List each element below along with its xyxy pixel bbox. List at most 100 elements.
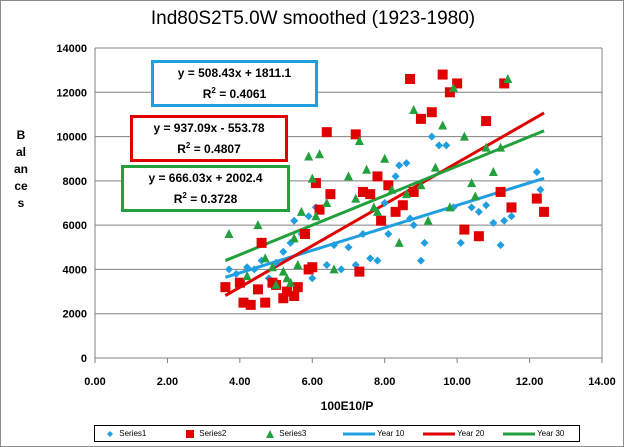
data-point — [481, 142, 491, 152]
data-point — [238, 297, 249, 308]
triangle-marker-icon — [266, 429, 274, 438]
data-point — [220, 282, 231, 293]
data-point — [489, 218, 498, 227]
data-point — [423, 215, 433, 225]
data-point — [449, 82, 459, 92]
data-point — [329, 264, 339, 274]
x-tick-label: 6.00 — [302, 376, 323, 388]
data-point — [394, 237, 404, 247]
data-point — [372, 171, 383, 182]
trendline — [224, 129, 545, 262]
data-point — [481, 116, 492, 127]
data-point — [408, 186, 419, 197]
data-point — [289, 233, 299, 243]
data-point — [314, 204, 325, 215]
data-point — [286, 277, 296, 287]
data-point — [224, 229, 234, 238]
data-point — [452, 78, 463, 89]
y-tick-label: 2000 — [63, 309, 87, 321]
trendline — [224, 176, 545, 279]
data-point — [496, 241, 505, 250]
data-point — [354, 266, 365, 277]
legend-item-series3: Series3 — [263, 428, 306, 439]
data-point — [232, 269, 241, 278]
data-point — [304, 212, 313, 221]
data-point — [405, 74, 416, 84]
data-point — [354, 136, 364, 145]
data-point — [499, 78, 510, 89]
data-point — [459, 224, 470, 235]
data-point — [380, 153, 390, 163]
data-point — [293, 260, 303, 269]
trendline-equation-year10: y = 508.43x + 1811.1 R2 = 0.4061 — [151, 60, 318, 107]
data-point — [383, 180, 394, 191]
data-point — [426, 107, 437, 118]
legend-item-year10: Year 10 — [343, 428, 404, 439]
data-point — [311, 211, 321, 221]
line-swatch-icon — [503, 432, 535, 436]
legend-item-year30: Year 30 — [503, 428, 564, 439]
data-point — [365, 189, 376, 200]
data-point — [256, 237, 267, 248]
data-point — [474, 207, 483, 216]
data-point — [420, 238, 429, 247]
data-point — [322, 261, 331, 269]
x-tick-label: 12.00 — [516, 376, 544, 388]
line-swatch-icon — [423, 432, 455, 436]
chart-legend: Series1 Series2 Series3 Year 10 Year 20 … — [94, 425, 580, 442]
data-point — [506, 202, 517, 213]
equation-text: y = 666.03x + 2002.4 — [148, 171, 263, 185]
data-point — [532, 168, 541, 176]
data-point — [442, 141, 451, 150]
y-tick-label: 6000 — [63, 220, 87, 232]
r-squared-text: R2 = 0.4061 — [202, 86, 267, 101]
data-point — [292, 282, 303, 293]
data-point — [242, 271, 252, 281]
data-point — [390, 206, 401, 217]
y-tick-label: 4000 — [63, 264, 87, 276]
data-point — [271, 279, 281, 289]
data-point — [358, 230, 367, 238]
chart-title: Ind80S2T5.0W smoothed (1923-1980) — [150, 8, 476, 29]
trendline-equation-year20: y = 937.09x - 553.78 R2 = 0.4807 — [130, 115, 288, 162]
data-point — [278, 266, 288, 276]
x-tick-label: 14.00 — [588, 376, 616, 388]
data-point — [531, 193, 542, 204]
data-point — [459, 131, 469, 141]
legend-item-series2: Series2 — [183, 428, 226, 439]
data-point — [308, 274, 317, 283]
data-point — [376, 215, 387, 226]
data-point — [366, 254, 375, 263]
data-point — [406, 214, 415, 223]
y-axis-label: Balances — [14, 128, 29, 210]
data-point — [437, 69, 448, 80]
data-point — [307, 262, 318, 273]
x-tick-label: 8.00 — [374, 376, 395, 388]
data-point — [395, 161, 404, 170]
data-point — [438, 120, 448, 130]
x-tick-label: 4.00 — [229, 376, 250, 388]
data-point — [435, 141, 444, 150]
x-tick-label: 2.00 — [157, 376, 178, 388]
data-point — [467, 203, 476, 212]
data-point — [310, 178, 321, 189]
r-squared-text: R2 = 0.4807 — [177, 141, 241, 156]
data-point — [416, 256, 425, 265]
data-point — [507, 212, 516, 221]
data-point — [278, 293, 289, 304]
y-tick-label: 12000 — [56, 87, 87, 99]
data-point — [500, 216, 509, 225]
data-point — [272, 258, 281, 267]
data-point — [250, 265, 259, 274]
data-point — [409, 221, 418, 230]
r-squared-text: R2 = 0.3728 — [173, 191, 238, 206]
y-tick-label: 10000 — [56, 132, 87, 144]
data-point — [330, 241, 339, 250]
data-point — [495, 186, 506, 197]
data-point — [307, 173, 317, 183]
data-point — [444, 87, 455, 98]
y-tick-label: 14000 — [56, 43, 87, 55]
square-marker-icon — [186, 429, 194, 438]
data-point — [488, 167, 498, 176]
